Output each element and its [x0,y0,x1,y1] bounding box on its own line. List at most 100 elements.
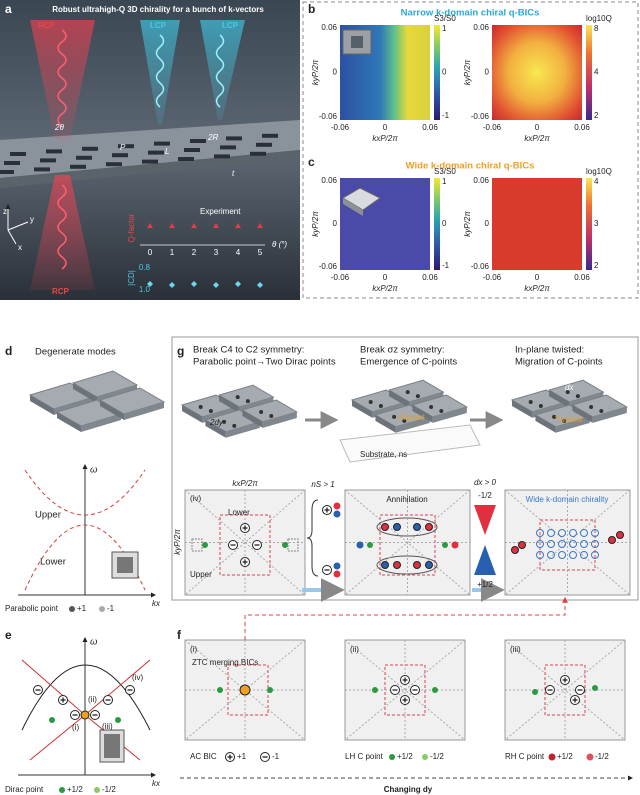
marker [405,390,410,395]
triangle [474,545,496,575]
cbar1-ticks: 1 [442,177,447,186]
meta-atom [76,155,92,160]
tile-side [412,405,433,423]
y-ticks: 0.06 [473,176,489,185]
meta-atom [70,164,86,169]
lower: Lower [40,557,66,568]
axis-arrow [7,221,29,231]
marker [558,529,566,537]
substrate: Substrate, ns [360,450,407,459]
heatmap [492,178,582,270]
x-label: kxP/2π [524,284,550,293]
axis-y: y [30,215,34,224]
q-label: Q-factor [127,213,136,242]
lh-minus: -1/2 [430,752,444,761]
marker [333,502,341,510]
x-ticks: -0.06 [331,273,350,282]
marker [198,405,203,409]
marker [580,540,588,548]
cbar2-ticks: 3 [594,219,599,228]
marker [425,523,433,531]
x-label: kxP/2π [372,284,398,293]
cbar2-ticks: 2 [594,261,599,270]
ii: (ii) [350,645,359,654]
tile-side [512,400,533,418]
legend: Dirac point [5,785,44,794]
lower: Lower [228,508,250,517]
legend: Parabolic point [5,604,59,613]
y-ticks: 0 [333,68,338,77]
theta-ticks: 2 [192,248,197,257]
aligned: Aligned [398,413,425,422]
x-ticks: 0 [535,123,540,132]
tile-side [572,405,593,423]
marker [333,510,341,518]
marks: (iv) [132,673,143,682]
marker [591,529,599,537]
tile-side [57,412,81,432]
tile-side [182,405,203,423]
cd-marker [191,281,197,287]
meta-atom [214,154,230,159]
meta-atom [148,150,164,155]
marker [599,409,604,413]
y-ticks: 0 [485,219,490,228]
ac: AC BIC [190,752,217,761]
y-ticks: -0.06 [471,112,490,121]
meta-atom [4,161,20,165]
step2: Emergence of C-points [360,357,457,368]
y-ticks: 0.06 [321,23,337,32]
marker [511,546,519,554]
dx: dx [565,383,574,392]
marker [69,606,75,612]
meta-atom [178,157,194,161]
marker [392,414,397,419]
minus: -1 [107,604,115,613]
marker [429,405,434,409]
cbar1-label: S3/S0 [434,14,456,23]
unit-cell-icon [351,36,363,48]
marker [282,542,288,548]
dispersion-curve [24,469,146,516]
marker [591,540,599,548]
marker [558,540,566,548]
ac-minus: -1 [272,752,280,761]
tile-side [73,383,97,403]
meta-atom [154,141,170,146]
q-marker [235,223,241,228]
marker [269,414,274,418]
marker [562,418,567,423]
meta-atom [40,158,56,163]
marker [565,390,570,395]
panel-bc-frame [302,1,639,299]
unit-cell-icon [117,557,133,573]
angle: 2θ [54,123,64,132]
marker [356,541,364,549]
ns: nS > 1 [311,480,334,489]
tile-side [225,421,260,438]
y-ticks: -0.06 [319,112,338,121]
annihilation: Annihilation [386,495,427,504]
brace [306,499,319,577]
legend: Experiment [200,207,241,216]
step3: Migration of C-points [515,357,603,368]
step2: Break σz symmetry: [360,345,445,356]
dash-box [287,538,299,552]
x-ticks: -0.06 [331,123,350,132]
meta-atom [220,145,236,150]
step1: Break C4 to C2 symmetry: [193,345,304,356]
marker [586,753,594,761]
cd-marker [213,282,219,288]
marker [372,687,378,693]
marker [538,404,543,408]
marker [589,405,594,409]
tile-side [124,402,164,420]
y-ticks: -0.06 [319,262,338,271]
minus: -1/2 [102,785,116,794]
beam-left: RCP [38,21,56,30]
y-label: kyP/2π [463,211,472,237]
colorbar [586,25,592,120]
twisted: Twisted [555,415,582,424]
